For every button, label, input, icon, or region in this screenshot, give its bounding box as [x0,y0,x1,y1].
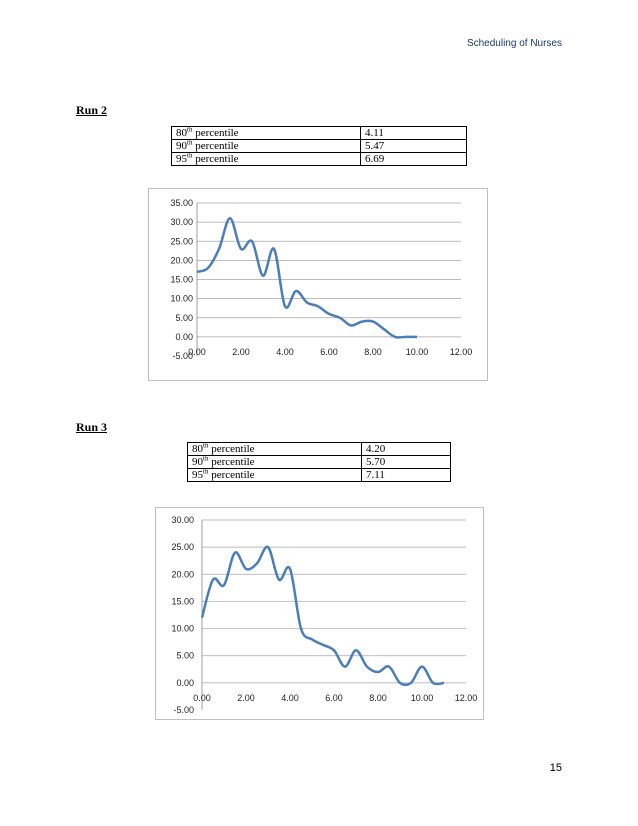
percentile-value-cell: 7.11 [361,468,451,482]
run-3-line-chart: -5.00 0.00 5.00 10.00 15.00 20.00 25.00 30.00 0.… [171,515,478,715]
run-2-percentile-table: 80th percentile 4.11 90th percentile 5.4… [171,126,467,166]
y-tick-label: 15.00 [170,275,193,285]
y-tick-label: 20.00 [171,569,194,579]
x-tick-label: 0.00 [193,693,211,703]
table-row: 80th percentile 4.20 [187,442,451,456]
percentile-value-cell: 5.47 [360,139,467,153]
percentile-label-cell: 95th percentile [171,152,361,166]
series-line [200,545,445,687]
x-tick-label: 12.00 [455,693,478,703]
y-tick-label: -5.00 [172,351,193,361]
x-tick-label: 10.00 [411,693,434,703]
percentile-label-cell: 95th percentile [187,468,362,482]
percentile-value-cell: 5.70 [361,455,451,469]
y-tick-label: 30.00 [171,515,194,525]
run-2-line-chart: -5.000.005.0010.0015.0020.0025.0030.0035… [170,198,473,361]
percentile-value-cell: 4.11 [360,126,467,140]
table-row: 80th percentile 4.11 [171,126,467,140]
y-tick-label: 25.00 [170,236,193,246]
x-tick-label: 10.00 [406,347,429,357]
table-row: 95th percentile 6.69 [171,152,467,166]
y-tick-label: 5.00 [175,313,193,323]
percentile-label-cell: 80th percentile [171,126,361,140]
y-tick-label: 30.00 [170,217,193,227]
y-tick-label: 10.00 [170,294,193,304]
run-3-percentile-table: 80th percentile 4.20 90th percentile 5.7… [187,442,451,482]
series-line [196,217,417,339]
y-tick-label: 20.00 [170,255,193,265]
y-tick-label: 35.00 [170,198,193,208]
table-row: 90th percentile 5.70 [187,455,451,469]
running-header: Scheduling of Nurses [466,38,562,49]
percentile-label-cell: 90th percentile [187,455,362,469]
x-tick-label: 2.00 [232,347,250,357]
x-tick-label: 6.00 [320,347,338,357]
table-row: 95th percentile 7.11 [187,468,451,482]
x-tick-label: 4.00 [276,347,294,357]
y-tick-label: 0.00 [176,678,194,688]
x-tick-label: 6.00 [325,693,343,703]
y-tick-label: -5.00 [173,705,194,715]
table-row: 90th percentile 5.47 [171,139,467,153]
percentile-value-cell: 4.20 [361,442,451,456]
percentile-value-cell: 6.69 [360,152,467,166]
percentile-label-cell: 90th percentile [171,139,361,153]
x-tick-label: 12.00 [450,347,473,357]
x-tick-label: 0.00 [188,347,206,357]
y-tick-label: 25.00 [171,542,194,552]
run-2-chart: -5.00 0.00 5.00 10.00 15.00 20.00 25.00 30.00 35… [148,188,488,381]
percentile-label-cell: 80th percentile [187,442,362,456]
run-3-heading: Run 3 [76,420,108,434]
y-tick-label: 10.00 [171,624,194,634]
x-tick-label: 2.00 [237,693,255,703]
x-tick-label: 8.00 [364,347,382,357]
y-tick-label: 0.00 [175,332,193,342]
y-tick-label: 5.00 [176,651,194,661]
run-3-chart: -5.00 0.00 5.00 10.00 15.00 20.00 25.00 30.00 0.… [155,507,484,720]
x-tick-label: 8.00 [369,693,387,703]
run-2-heading: Run 2 [76,103,108,117]
page-number: 15 [549,762,562,774]
x-tick-label: 4.00 [281,693,299,703]
y-tick-label: 15.00 [171,596,194,606]
